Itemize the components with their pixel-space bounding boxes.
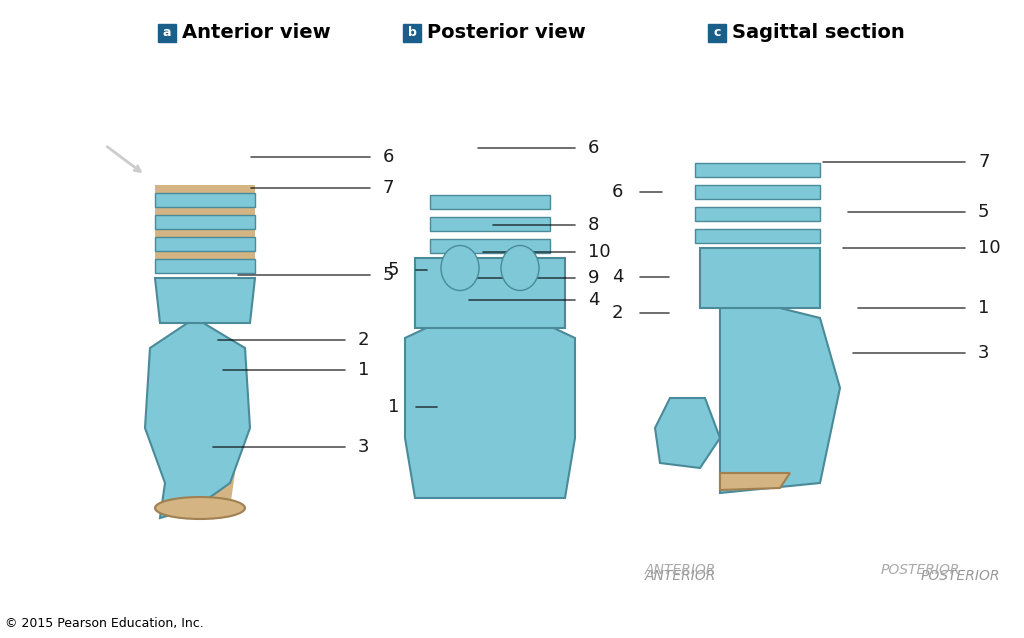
Text: 3: 3 bbox=[978, 344, 989, 362]
Text: 3: 3 bbox=[358, 438, 370, 456]
Text: c: c bbox=[714, 27, 721, 40]
Text: 2: 2 bbox=[612, 304, 624, 322]
Text: POSTERIOR: POSTERIOR bbox=[921, 569, 999, 583]
Polygon shape bbox=[406, 298, 575, 498]
Polygon shape bbox=[155, 207, 255, 215]
Text: 8: 8 bbox=[588, 216, 599, 234]
Text: 9: 9 bbox=[588, 269, 599, 287]
Polygon shape bbox=[155, 278, 255, 323]
Polygon shape bbox=[695, 229, 820, 243]
Text: 10: 10 bbox=[978, 239, 1000, 257]
Text: Posterior view: Posterior view bbox=[427, 24, 586, 43]
Text: 7: 7 bbox=[978, 153, 989, 171]
FancyBboxPatch shape bbox=[158, 24, 176, 42]
Text: 1: 1 bbox=[358, 361, 370, 379]
Text: 5: 5 bbox=[383, 266, 394, 284]
Text: 5: 5 bbox=[978, 203, 989, 221]
Polygon shape bbox=[155, 259, 255, 273]
FancyBboxPatch shape bbox=[708, 24, 726, 42]
Text: 2: 2 bbox=[358, 331, 370, 349]
Polygon shape bbox=[430, 217, 550, 231]
Polygon shape bbox=[720, 473, 790, 490]
Polygon shape bbox=[145, 318, 250, 518]
Text: © 2015 Pearson Education, Inc.: © 2015 Pearson Education, Inc. bbox=[5, 617, 204, 630]
Text: b: b bbox=[408, 27, 417, 40]
Text: 1: 1 bbox=[978, 299, 989, 317]
Text: 6: 6 bbox=[383, 148, 394, 166]
Polygon shape bbox=[155, 185, 255, 193]
Polygon shape bbox=[655, 398, 720, 468]
Ellipse shape bbox=[155, 497, 245, 519]
Polygon shape bbox=[695, 163, 820, 177]
Text: ANTERIOR: ANTERIOR bbox=[644, 563, 716, 577]
Polygon shape bbox=[700, 248, 820, 308]
Polygon shape bbox=[695, 185, 820, 199]
Text: Anterior view: Anterior view bbox=[182, 24, 331, 43]
Polygon shape bbox=[155, 215, 255, 229]
Text: 10: 10 bbox=[588, 243, 610, 261]
Text: ANTERIOR: ANTERIOR bbox=[644, 569, 716, 583]
Text: 1: 1 bbox=[388, 398, 399, 416]
Polygon shape bbox=[695, 207, 820, 221]
FancyBboxPatch shape bbox=[403, 24, 421, 42]
Polygon shape bbox=[155, 229, 255, 237]
Ellipse shape bbox=[441, 246, 479, 290]
Polygon shape bbox=[165, 473, 234, 508]
Polygon shape bbox=[415, 258, 565, 328]
Polygon shape bbox=[720, 293, 840, 493]
Text: a: a bbox=[163, 27, 171, 40]
Ellipse shape bbox=[501, 246, 539, 290]
Text: 6: 6 bbox=[612, 183, 624, 201]
Text: 4: 4 bbox=[588, 291, 599, 309]
Polygon shape bbox=[430, 239, 550, 253]
Text: 6: 6 bbox=[588, 139, 599, 157]
Polygon shape bbox=[155, 193, 255, 207]
Text: 5: 5 bbox=[388, 261, 399, 279]
Text: 4: 4 bbox=[612, 268, 624, 286]
Polygon shape bbox=[155, 237, 255, 251]
Text: POSTERIOR: POSTERIOR bbox=[881, 563, 959, 577]
Polygon shape bbox=[155, 251, 255, 259]
Text: 7: 7 bbox=[383, 179, 394, 197]
Polygon shape bbox=[430, 195, 550, 209]
Text: Sagittal section: Sagittal section bbox=[732, 24, 905, 43]
